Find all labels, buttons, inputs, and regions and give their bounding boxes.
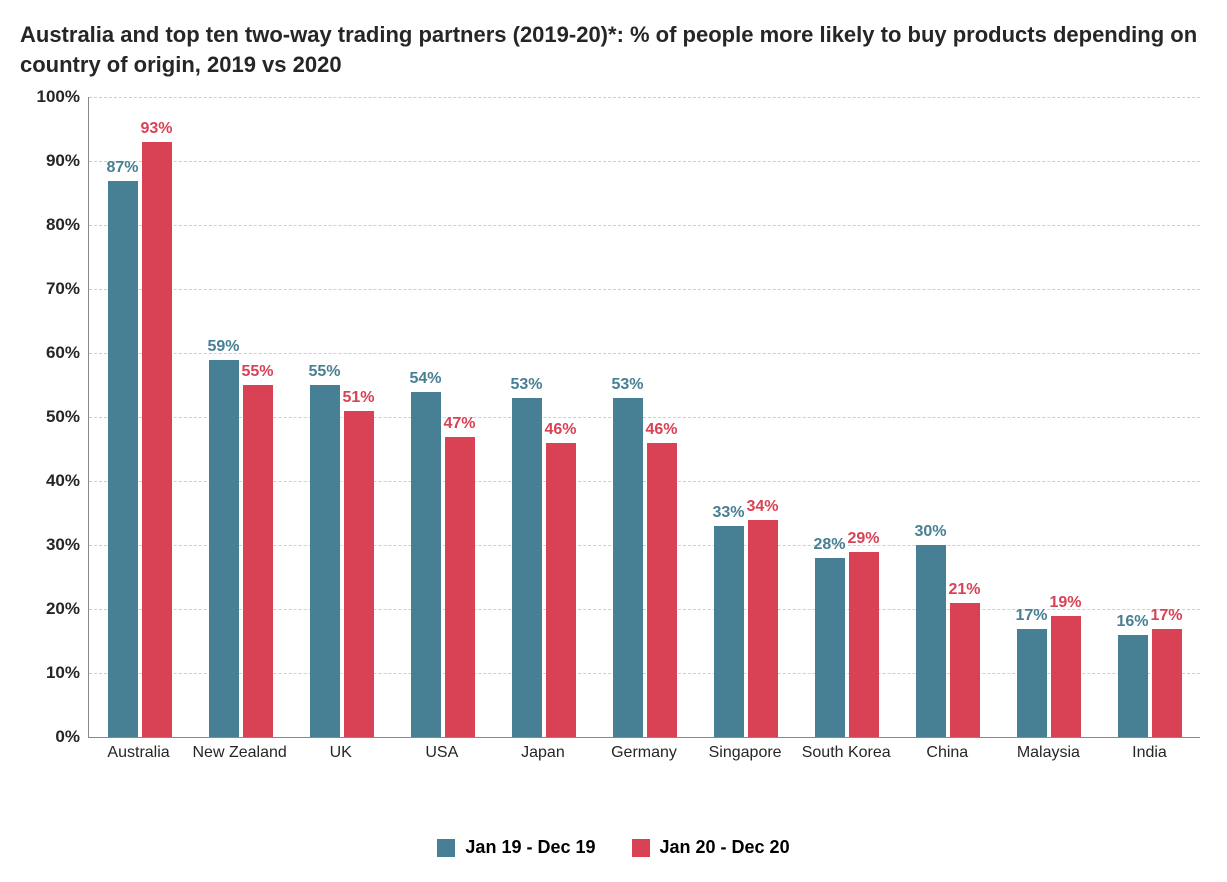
chart-area: 0%10%20%30%40%50%60%70%80%90%100% 87%93%… <box>20 97 1200 777</box>
value-label: 16% <box>1116 613 1148 631</box>
bar-group: 28%29% <box>796 97 897 737</box>
bar: 46% <box>546 443 576 737</box>
bar: 28% <box>815 558 845 737</box>
bar: 17% <box>1017 629 1047 738</box>
legend-item: Jan 20 - Dec 20 <box>632 837 790 858</box>
value-label: 17% <box>1015 607 1047 625</box>
bar: 21% <box>950 603 980 737</box>
legend-label: Jan 19 - Dec 19 <box>465 837 595 858</box>
bar-group: 55%51% <box>291 97 392 737</box>
legend: Jan 19 - Dec 19 Jan 20 - Dec 20 <box>20 837 1207 862</box>
plot-area: 87%93%59%55%55%51%54%47%53%46%53%46%33%3… <box>88 97 1200 738</box>
y-tick-label: 70% <box>46 279 80 299</box>
y-tick-label: 50% <box>46 407 80 427</box>
y-tick-label: 90% <box>46 151 80 171</box>
y-tick-label: 60% <box>46 343 80 363</box>
value-label: 93% <box>140 120 172 138</box>
bar: 51% <box>344 411 374 737</box>
bar-group: 53%46% <box>493 97 594 737</box>
x-tick-label: Singapore <box>695 743 796 763</box>
legend-swatch <box>437 839 455 857</box>
bars-container: 87%93%59%55%55%51%54%47%53%46%53%46%33%3… <box>89 97 1200 737</box>
legend-label: Jan 20 - Dec 20 <box>660 837 790 858</box>
value-label: 46% <box>645 421 677 439</box>
value-label: 19% <box>1049 594 1081 612</box>
bar: 59% <box>209 360 239 738</box>
bar: 16% <box>1118 635 1148 737</box>
value-label: 53% <box>510 376 542 394</box>
bar: 47% <box>445 437 475 738</box>
value-label: 30% <box>914 523 946 541</box>
value-label: 53% <box>611 376 643 394</box>
bar-group: 59%55% <box>190 97 291 737</box>
bar: 34% <box>748 520 778 738</box>
x-tick-label: Japan <box>492 743 593 763</box>
value-label: 55% <box>241 363 273 381</box>
value-label: 46% <box>544 421 576 439</box>
value-label: 55% <box>308 363 340 381</box>
value-label: 59% <box>207 338 239 356</box>
x-tick-label: USA <box>391 743 492 763</box>
bar: 54% <box>411 392 441 738</box>
bar: 19% <box>1051 616 1081 738</box>
bar: 46% <box>647 443 677 737</box>
value-label: 33% <box>712 504 744 522</box>
x-tick-label: Malaysia <box>998 743 1099 763</box>
bar: 93% <box>142 142 172 737</box>
y-axis: 0%10%20%30%40%50%60%70%80%90%100% <box>20 97 88 737</box>
bar: 30% <box>916 545 946 737</box>
x-tick-label: India <box>1099 743 1200 763</box>
bar: 55% <box>243 385 273 737</box>
x-tick-label: UK <box>290 743 391 763</box>
chart-title: Australia and top ten two-way trading pa… <box>20 20 1207 79</box>
y-tick-label: 0% <box>55 727 80 747</box>
value-label: 29% <box>847 530 879 548</box>
bar: 55% <box>310 385 340 737</box>
legend-item: Jan 19 - Dec 19 <box>437 837 595 858</box>
bar: 33% <box>714 526 744 737</box>
y-tick-label: 30% <box>46 535 80 555</box>
y-tick-label: 20% <box>46 599 80 619</box>
y-tick-label: 10% <box>46 663 80 683</box>
bar: 53% <box>613 398 643 737</box>
x-tick-label: China <box>897 743 998 763</box>
bar: 53% <box>512 398 542 737</box>
legend-swatch <box>632 839 650 857</box>
value-label: 17% <box>1150 607 1182 625</box>
y-tick-label: 80% <box>46 215 80 235</box>
bar: 29% <box>849 552 879 738</box>
bar-group: 30%21% <box>897 97 998 737</box>
bar-group: 16%17% <box>1099 97 1200 737</box>
bar-group: 17%19% <box>998 97 1099 737</box>
bar-group: 33%34% <box>695 97 796 737</box>
bar-group: 87%93% <box>89 97 190 737</box>
bar-group: 54%47% <box>392 97 493 737</box>
value-label: 28% <box>813 536 845 554</box>
bar-group: 53%46% <box>594 97 695 737</box>
value-label: 21% <box>948 581 980 599</box>
x-tick-label: Germany <box>593 743 694 763</box>
x-tick-label: New Zealand <box>189 743 290 763</box>
value-label: 47% <box>443 415 475 433</box>
x-tick-label: South Korea <box>796 743 897 763</box>
x-axis-labels: AustraliaNew ZealandUKUSAJapanGermanySin… <box>88 743 1200 763</box>
y-tick-label: 40% <box>46 471 80 491</box>
value-label: 34% <box>746 498 778 516</box>
value-label: 54% <box>409 370 441 388</box>
bar: 17% <box>1152 629 1182 738</box>
bar: 87% <box>108 181 138 738</box>
y-tick-label: 100% <box>37 87 80 107</box>
x-tick-label: Australia <box>88 743 189 763</box>
value-label: 87% <box>106 159 138 177</box>
value-label: 51% <box>342 389 374 407</box>
